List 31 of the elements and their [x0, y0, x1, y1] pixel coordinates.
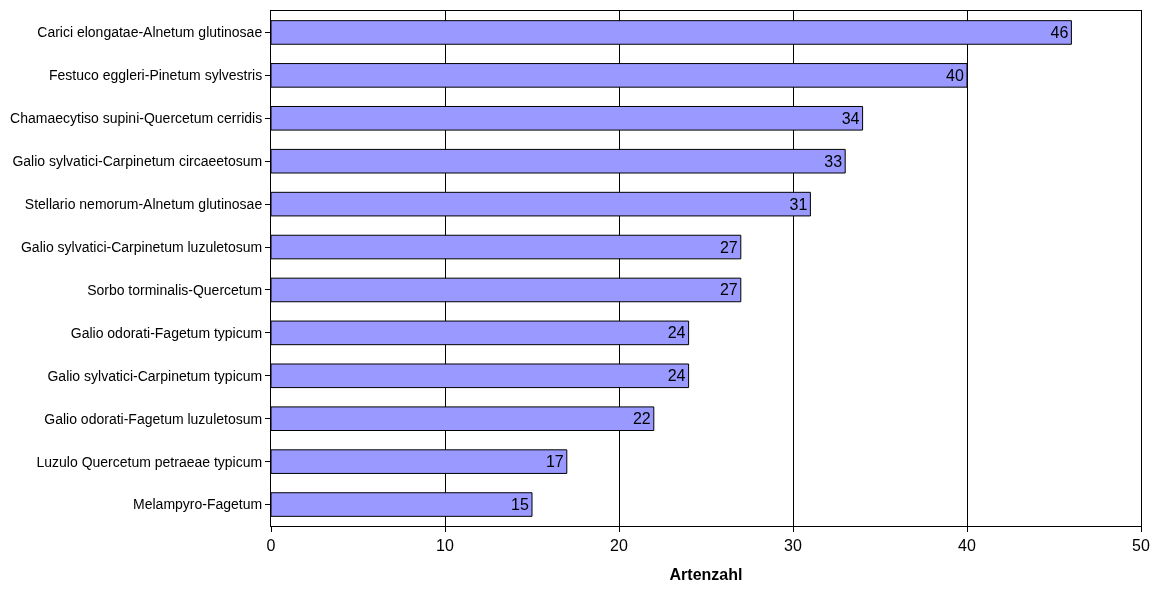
data-label: 24: [667, 367, 686, 385]
y-tick-label: Carici elongatae-Alnetum glutinosae: [37, 24, 263, 41]
y-tick-label: Galio sylvatici-Carpinetum circaeetosum: [12, 153, 263, 170]
data-label: 22: [632, 410, 651, 428]
y-tick-label: Luzulo Quercetum petraeae typicum: [36, 453, 263, 470]
data-label: 17: [545, 453, 564, 471]
data-label: 15: [511, 496, 529, 514]
data-label: 27: [719, 281, 738, 299]
y-tick-label: Stellario nemorum-Alnetum glutinosae: [24, 196, 263, 213]
y-tick-label: Galio odorati-Fagetum luzuletosum: [44, 410, 263, 427]
y-tick-label: Chamaecytiso supini-Quercetum cerridis: [10, 110, 263, 127]
data-label: 33: [824, 152, 843, 170]
y-tick-label: Melampyro-Fagetum: [133, 496, 263, 513]
y-tick-label: Sorbo torminalis-Quercetum: [87, 281, 263, 298]
data-label: 34: [841, 109, 860, 127]
x-tick-label: 50: [1132, 537, 1150, 555]
x-tick-label: 30: [784, 537, 802, 555]
x-tick-label: 10: [436, 537, 454, 555]
x-axis-title: Artenzahl: [669, 565, 743, 583]
data-label: 31: [789, 195, 808, 213]
data-label: 40: [946, 66, 964, 84]
y-tick-label: Galio odorati-Fagetum typicum: [70, 324, 263, 341]
data-label: 46: [1050, 23, 1069, 41]
x-tick-label: 40: [958, 537, 976, 555]
y-tick-label: Festuco eggleri-Pinetum sylvestris: [49, 67, 263, 84]
x-tick-label: 0: [266, 537, 276, 555]
data-label: 27: [719, 238, 738, 256]
data-label: 24: [667, 324, 686, 342]
y-tick-label: Galio sylvatici-Carpinetum luzuletosum: [21, 238, 263, 255]
x-tick-label: 20: [610, 537, 628, 555]
y-tick-label: Galio sylvatici-Carpinetum typicum: [47, 367, 263, 384]
